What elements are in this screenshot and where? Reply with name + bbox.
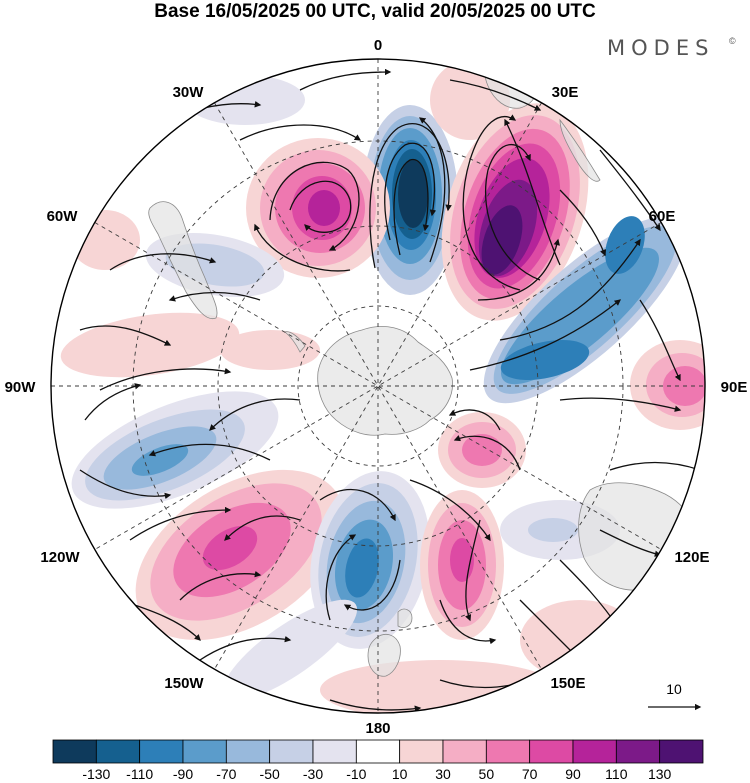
colorbar-swatch xyxy=(225,739,271,764)
south-america xyxy=(148,201,218,320)
lon-label-120e: 120E xyxy=(674,549,709,566)
longitude-labels: 0 30E 60E 90E 120E 150E 180 150W 120W 90… xyxy=(5,37,748,737)
hemisphere-disk xyxy=(51,59,705,713)
lon-label-90e: 90E xyxy=(721,379,748,396)
colorbar-tick-label: -70 xyxy=(216,766,236,782)
colorbar-tick-label: 130 xyxy=(648,766,672,782)
colorbar-swatch xyxy=(615,739,661,764)
reference-vector-label: 10 xyxy=(666,681,682,697)
colorbar-swatch xyxy=(95,739,141,764)
colorbar-tick-label: 30 xyxy=(435,766,451,782)
colorbar-tick-label: -10 xyxy=(346,766,366,782)
new-zealand xyxy=(367,633,401,677)
lon-label-120w: 120W xyxy=(40,549,80,566)
lon-label-30e: 30E xyxy=(552,84,579,101)
logo-registered-mark: © xyxy=(729,36,736,46)
colorbar-labels: -130 -110 -90 -70 -50 -30 -10 10 30 50 70 90 110 130 xyxy=(82,766,671,782)
colorbar-swatch xyxy=(139,739,184,764)
colorbar-tick-label: 90 xyxy=(565,766,581,782)
colorbar-tick-label: 50 xyxy=(479,766,495,782)
lon-label-180: 180 xyxy=(365,720,390,737)
hemisphere-boundary xyxy=(50,58,706,714)
lon-label-60w: 60W xyxy=(47,208,79,225)
lon-label-150e: 150E xyxy=(550,675,585,692)
lon-label-90w: 90W xyxy=(5,379,37,396)
colorbar-tick-label: -110 xyxy=(126,766,153,782)
colorbar-swatch xyxy=(52,739,97,764)
lon-label-60e: 60E xyxy=(649,208,676,225)
colorbar-swatch xyxy=(529,739,574,764)
wind-streamlines xyxy=(79,68,702,712)
colorbar-tick-label: 110 xyxy=(605,766,628,782)
antarctica xyxy=(317,326,453,436)
colorbar-swatch xyxy=(399,739,444,764)
colorbar-swatch xyxy=(312,739,357,764)
colorbar-tick-label: -30 xyxy=(303,766,323,782)
colorbar-swatch xyxy=(485,739,531,764)
lon-label-150w: 150W xyxy=(164,675,204,692)
colorbar-tick-label: 10 xyxy=(392,766,408,782)
colorbar-tick-label: -130 xyxy=(82,766,110,782)
colorbar-tick-label: -50 xyxy=(260,766,280,782)
colorbar-tick-label: 70 xyxy=(522,766,538,782)
colorbar-swatch xyxy=(572,739,617,764)
colorbar-swatches xyxy=(52,739,704,764)
colorbar-swatch xyxy=(182,739,227,764)
lon-label-0: 0 xyxy=(374,37,382,54)
colorbar-swatch xyxy=(355,739,401,764)
lon-label-30w: 30W xyxy=(173,84,205,101)
colorbar-tick-label: -90 xyxy=(173,766,193,782)
map-title: Base 16/05/2025 00 UTC, valid 20/05/2025… xyxy=(154,1,596,22)
colorbar-swatch xyxy=(659,739,704,764)
colorbar-swatch xyxy=(269,739,314,764)
reference-vector: 10 xyxy=(648,681,702,711)
modes-logo: MODES xyxy=(607,36,714,60)
colorbar-swatch xyxy=(442,739,487,764)
colorbar: -130 -110 -90 -70 -50 -30 -10 10 30 50 70 90 110 130 xyxy=(52,739,704,782)
